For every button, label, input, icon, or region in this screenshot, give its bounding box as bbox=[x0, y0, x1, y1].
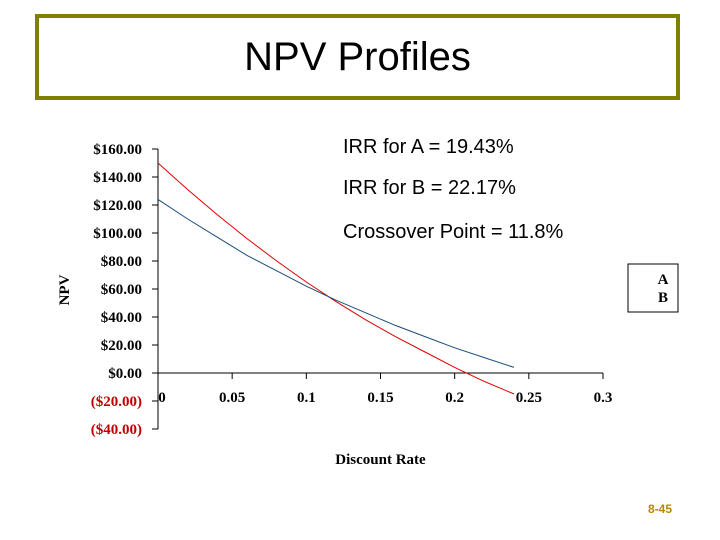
y-tick-label: $40.00 bbox=[101, 310, 142, 326]
y-tick-label: $100.00 bbox=[93, 226, 142, 242]
slide-title: NPV Profiles bbox=[244, 34, 471, 79]
legend-box bbox=[627, 263, 679, 313]
x-tick-label: 0 bbox=[158, 390, 166, 406]
crossover-annotation: Crossover Point = 11.8% bbox=[343, 221, 564, 243]
y-axis-title: NPV bbox=[57, 274, 73, 305]
y-tick-label: $120.00 bbox=[93, 198, 142, 214]
y-tick-label: ($40.00) bbox=[91, 422, 142, 438]
series-line-a bbox=[157, 162, 515, 395]
legend-entry: B bbox=[658, 290, 668, 306]
x-tick-label: 0.1 bbox=[297, 390, 316, 406]
x-tick-label: 0.2 bbox=[445, 390, 464, 406]
y-tick-label: $60.00 bbox=[101, 282, 142, 298]
irr-a-annotation: IRR for A = 19.43% bbox=[343, 136, 514, 158]
slide-number: 8-45 bbox=[648, 502, 673, 516]
title-box: NPV Profiles bbox=[35, 14, 680, 100]
y-tick-label: $20.00 bbox=[101, 338, 142, 354]
y-tick-label: $160.00 bbox=[93, 142, 142, 158]
x-tick-label: 0.05 bbox=[219, 390, 245, 406]
y-tick-label: $80.00 bbox=[101, 254, 142, 270]
irr-b-annotation: IRR for B = 22.17% bbox=[343, 177, 516, 199]
x-tick-label: 0.15 bbox=[367, 390, 393, 406]
y-tick-label: $140.00 bbox=[93, 170, 142, 186]
legend-entry: A bbox=[658, 272, 669, 288]
y-tick-label: ($20.00) bbox=[91, 394, 142, 410]
x-axis-title: Discount Rate bbox=[335, 452, 426, 468]
series-line-b bbox=[157, 198, 515, 368]
x-tick-label: 0.3 bbox=[594, 390, 613, 406]
x-tick-label: 0.25 bbox=[516, 390, 542, 406]
y-tick-label: $0.00 bbox=[108, 366, 142, 382]
